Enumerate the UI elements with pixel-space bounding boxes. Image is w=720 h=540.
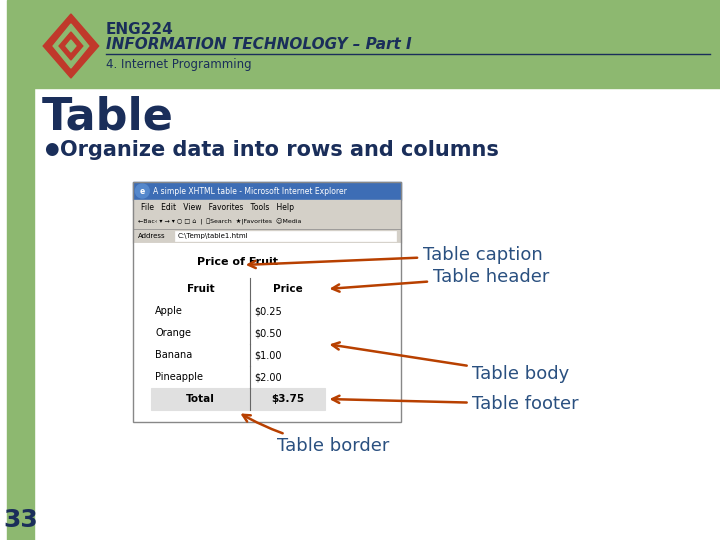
Bar — [35, 88, 720, 540]
Text: $3.75: $3.75 — [271, 394, 304, 404]
Bar — [151, 366, 325, 388]
Text: File   Edit   View   Favorites   Tools   Help: File Edit View Favorites Tools Help — [141, 202, 294, 212]
Text: Price: Price — [273, 284, 302, 294]
Bar — [133, 243, 401, 422]
Polygon shape — [43, 14, 99, 78]
Text: ●: ● — [44, 140, 59, 158]
Bar — [133, 200, 401, 214]
Text: Table caption: Table caption — [248, 246, 542, 268]
Bar — [35, 0, 720, 88]
Text: e: e — [140, 186, 145, 195]
Text: Price of Fruit: Price of Fruit — [197, 257, 279, 267]
Text: C:\Temp\table1.html: C:\Temp\table1.html — [178, 233, 248, 239]
Text: Banana: Banana — [156, 350, 192, 360]
Text: ←Bac‹ ▾ → ▾ ○ □ ⌂  |  ⌕Search  ★|Favorites  ☺Media: ←Bac‹ ▾ → ▾ ○ □ ⌂ | ⌕Search ★|Favorites … — [138, 218, 302, 225]
Bar — [151, 322, 325, 344]
Text: Total: Total — [186, 394, 215, 404]
Text: $2.00: $2.00 — [254, 372, 282, 382]
Text: 4. Internet Programming: 4. Internet Programming — [106, 58, 251, 71]
Bar — [151, 300, 325, 322]
Text: Table: Table — [42, 95, 174, 138]
Text: INFORMATION TECHNOLOGY – Part I: INFORMATION TECHNOLOGY – Part I — [106, 37, 411, 52]
Text: 33: 33 — [3, 508, 37, 532]
Text: $1.00: $1.00 — [254, 350, 282, 360]
Text: Pineapple: Pineapple — [156, 372, 203, 382]
Text: A simple XHTML table - Microsoft Internet Explorer: A simple XHTML table - Microsoft Interne… — [153, 186, 347, 195]
Text: Apple: Apple — [156, 306, 183, 316]
Polygon shape — [59, 32, 83, 60]
Text: ENG224: ENG224 — [106, 22, 174, 37]
Text: $0.50: $0.50 — [254, 328, 282, 338]
Bar — [133, 214, 401, 229]
Bar — [133, 182, 401, 200]
Bar — [133, 182, 401, 422]
Text: Table border: Table border — [243, 415, 390, 455]
Bar — [133, 229, 401, 243]
Polygon shape — [53, 24, 89, 68]
Polygon shape — [66, 40, 76, 52]
Bar — [6, 0, 35, 540]
Text: Table body: Table body — [332, 342, 570, 383]
Text: Organize data into rows and columns: Organize data into rows and columns — [60, 140, 499, 160]
Bar — [151, 344, 325, 366]
Bar — [175, 231, 396, 241]
Text: Address: Address — [138, 233, 166, 239]
Text: Table footer: Table footer — [332, 395, 579, 413]
Bar — [151, 388, 325, 410]
Text: Table header: Table header — [332, 268, 549, 292]
Bar — [151, 278, 325, 300]
Text: Fruit: Fruit — [187, 284, 215, 294]
Text: Orange: Orange — [156, 328, 192, 338]
Circle shape — [135, 184, 149, 198]
Text: $0.25: $0.25 — [254, 306, 282, 316]
